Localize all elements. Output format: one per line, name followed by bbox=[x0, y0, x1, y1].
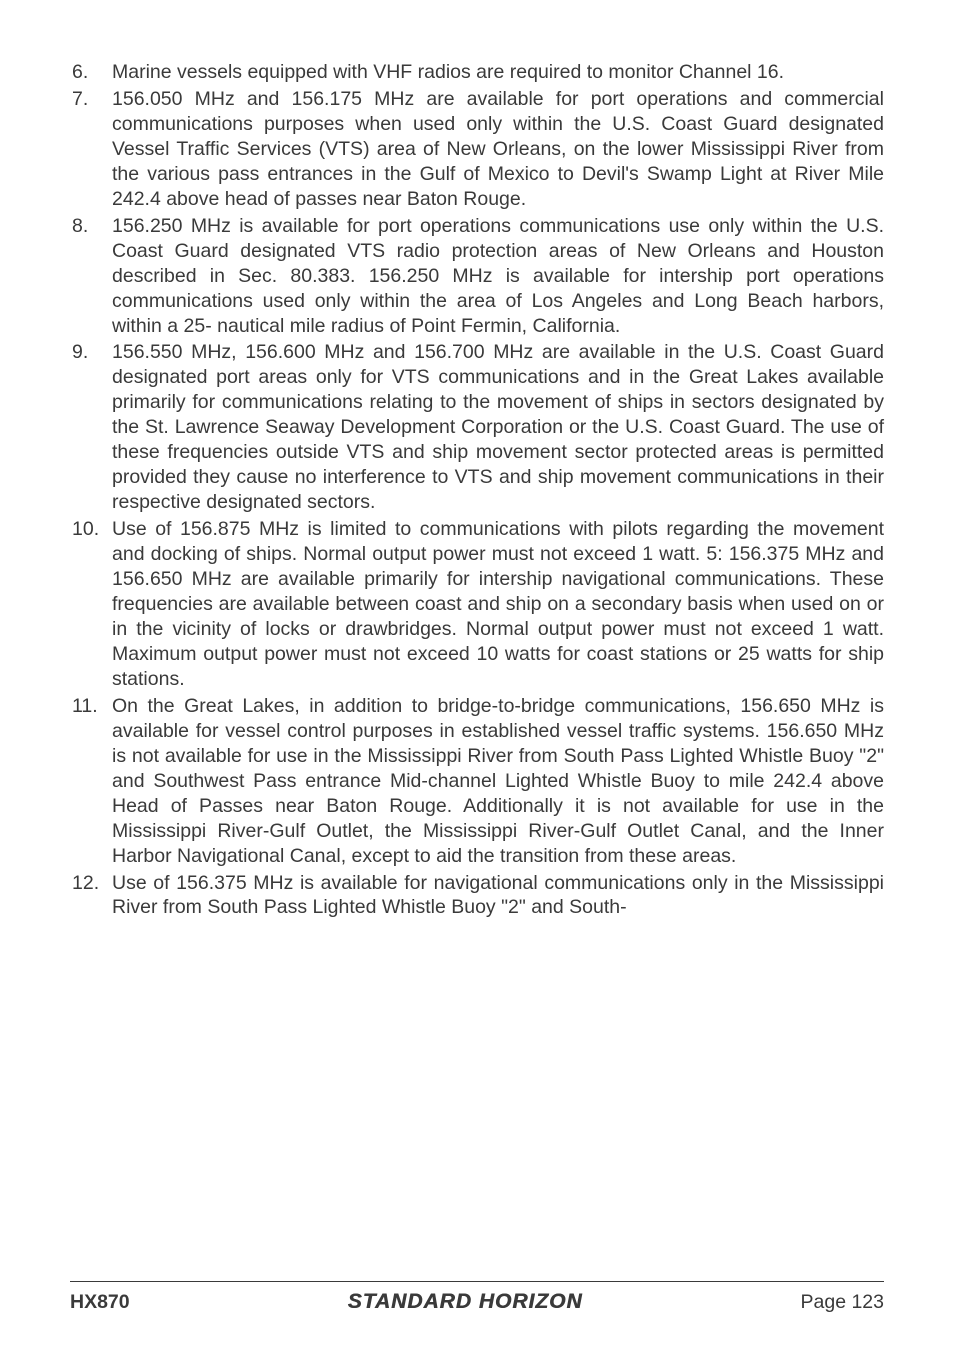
list-item-number: 8. bbox=[70, 214, 112, 339]
list-item-number: 9. bbox=[70, 340, 112, 515]
list-item-number: 7. bbox=[70, 87, 112, 212]
list-item-text: Use of 156.375 MHz is available for navi… bbox=[112, 871, 884, 921]
footer-page-number: Page 123 bbox=[801, 1291, 885, 1314]
list-item-text: Marine vessels equipped with VHF radios … bbox=[112, 60, 884, 85]
list-item: 10.Use of 156.875 MHz is limited to comm… bbox=[70, 517, 884, 692]
list-item-text: 156.250 MHz is available for port operat… bbox=[112, 214, 884, 339]
numbered-list: 6.Marine vessels equipped with VHF radio… bbox=[70, 60, 884, 920]
list-item-number: 11. bbox=[70, 694, 112, 869]
footer-model: HX870 bbox=[70, 1291, 130, 1314]
list-item-number: 12. bbox=[70, 871, 112, 921]
page-footer: HX870 STANDARD HORIZON Page 123 bbox=[70, 1281, 884, 1314]
list-item-number: 10. bbox=[70, 517, 112, 692]
list-item: 11.On the Great Lakes, in addition to br… bbox=[70, 694, 884, 869]
list-item: 6.Marine vessels equipped with VHF radio… bbox=[70, 60, 884, 85]
list-item: 7.156.050 MHz and 156.175 MHz are availa… bbox=[70, 87, 884, 212]
list-item: 8.156.250 MHz is available for port oper… bbox=[70, 214, 884, 339]
list-item-text: Use of 156.875 MHz is limited to communi… bbox=[112, 517, 884, 692]
list-item: 12.Use of 156.375 MHz is available for n… bbox=[70, 871, 884, 921]
list-item-text: On the Great Lakes, in addition to bridg… bbox=[112, 694, 884, 869]
list-item-number: 6. bbox=[70, 60, 112, 85]
list-item: 9.156.550 MHz, 156.600 MHz and 156.700 M… bbox=[70, 340, 884, 515]
list-item-text: 156.550 MHz, 156.600 MHz and 156.700 MHz… bbox=[112, 340, 884, 515]
list-item-text: 156.050 MHz and 156.175 MHz are availabl… bbox=[112, 87, 884, 212]
content-area: 6.Marine vessels equipped with VHF radio… bbox=[70, 60, 884, 1269]
footer-brand-logo: STANDARD HORIZON bbox=[348, 1290, 583, 1314]
